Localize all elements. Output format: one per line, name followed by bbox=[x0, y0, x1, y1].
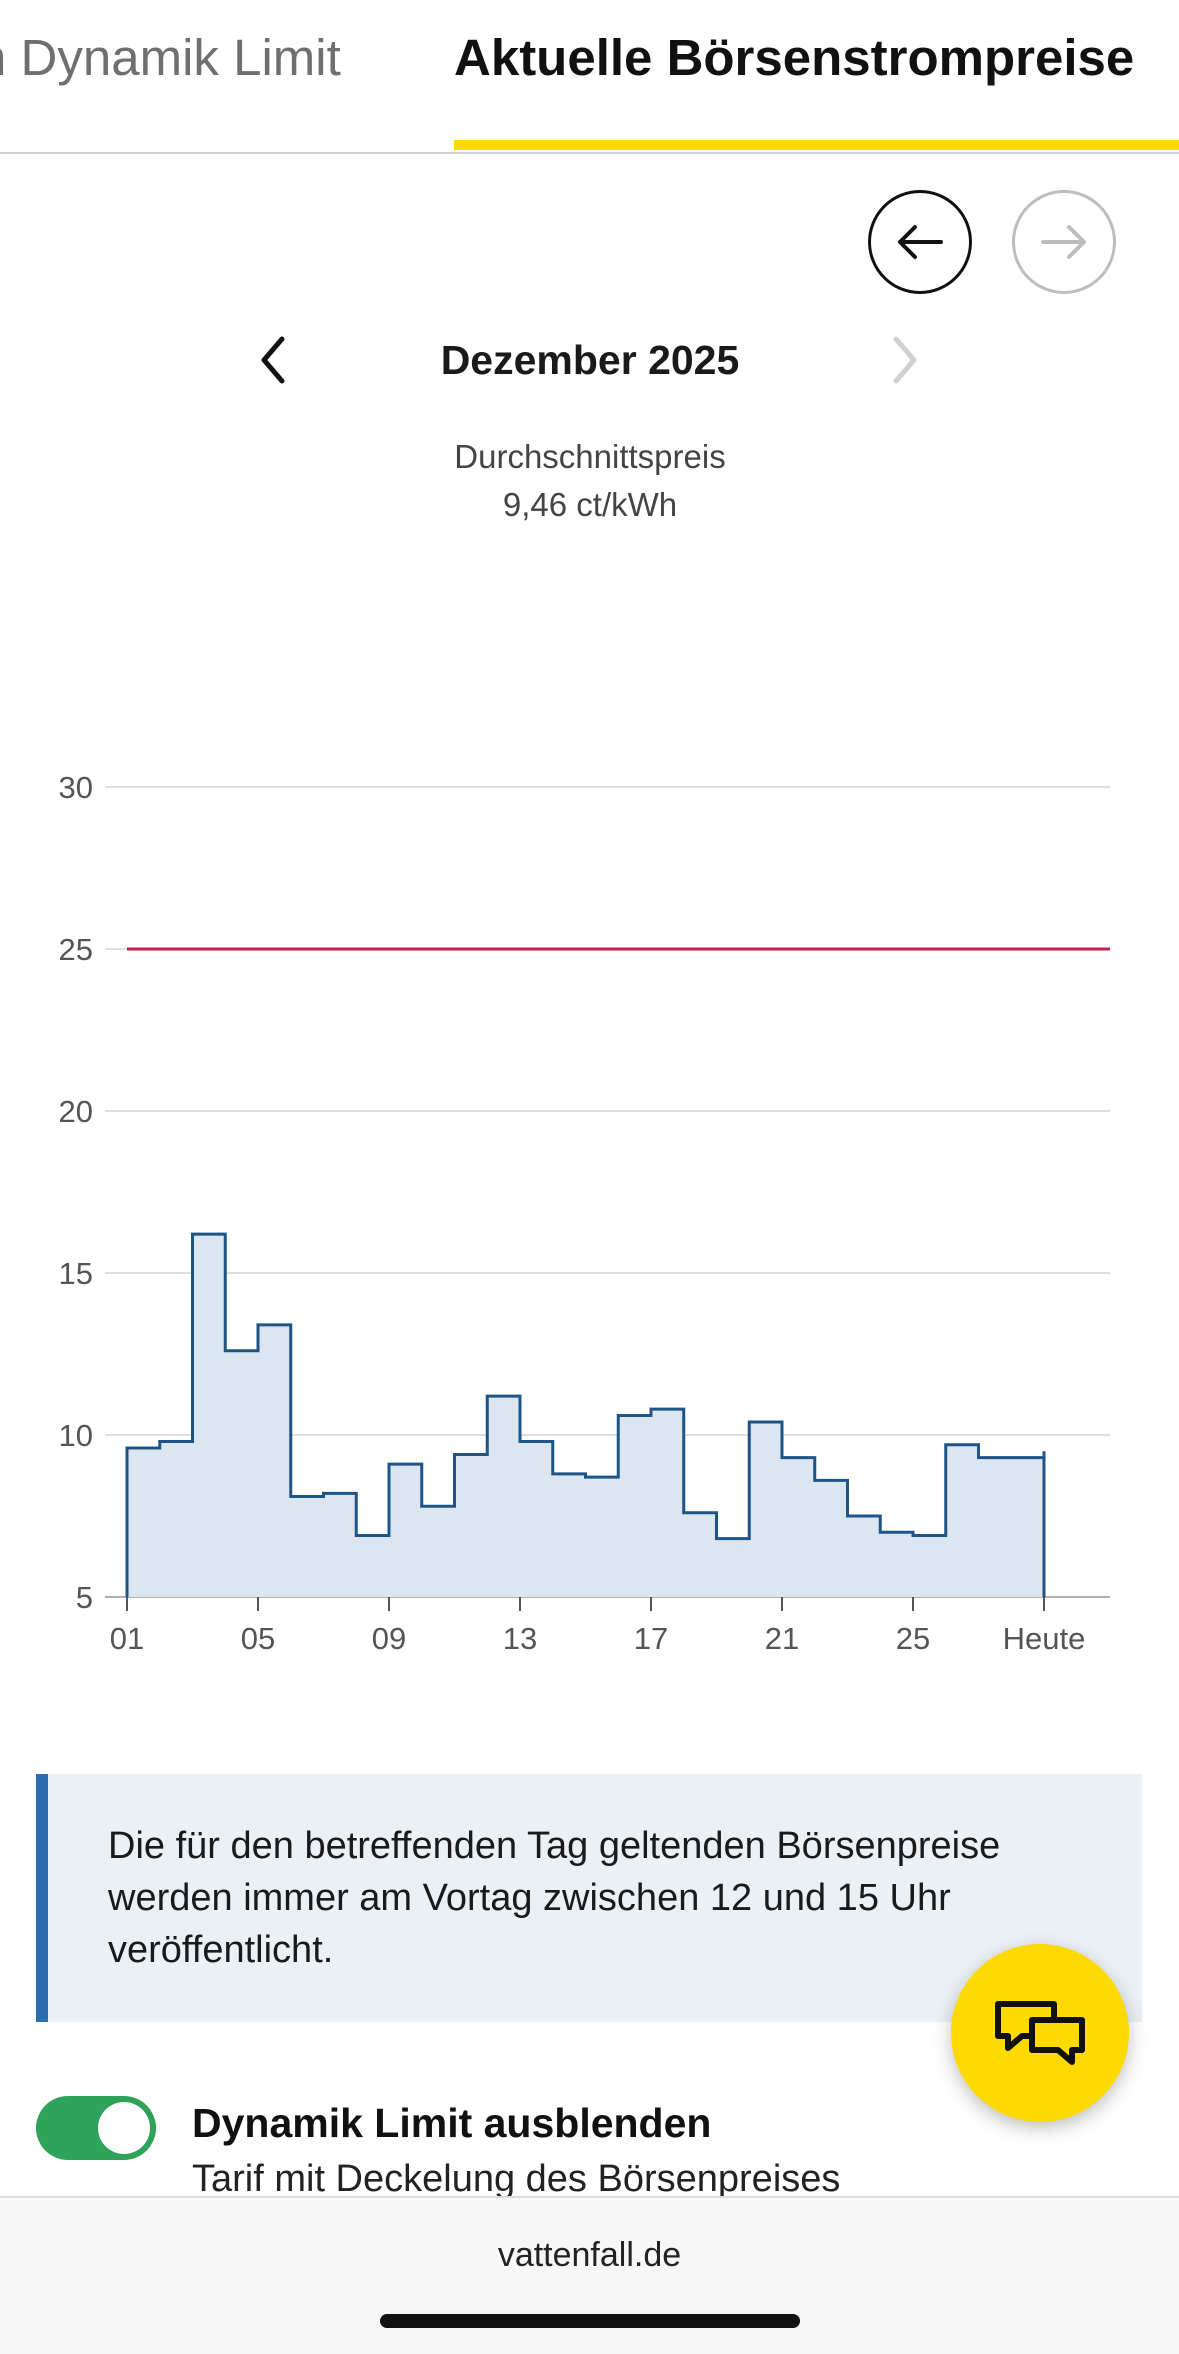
y-tick-label: 20 bbox=[59, 1094, 93, 1129]
tab-dynamik-limit[interactable]: n Dynamik Limit bbox=[0, 29, 341, 86]
x-tick-label: 09 bbox=[372, 1621, 406, 1656]
info-text: Die für den betreffenden Tag geltenden B… bbox=[108, 1825, 1001, 1971]
active-tab-indicator bbox=[454, 140, 1179, 150]
info-box: Die für den betreffenden Tag geltenden B… bbox=[36, 1774, 1142, 2022]
tab-bar: n Dynamik Limit Aktuelle Börsenstromprei… bbox=[0, 0, 1179, 154]
toggle-knob bbox=[98, 2102, 150, 2154]
previous-button[interactable] bbox=[868, 190, 972, 294]
average-price-value: 9,46 ct/kWh bbox=[502, 486, 678, 523]
y-tick-label: 10 bbox=[59, 1418, 93, 1453]
chevron-right-icon bbox=[893, 336, 917, 384]
chat-button[interactable] bbox=[951, 1944, 1129, 2122]
x-tick-label: Heute bbox=[1003, 1621, 1086, 1656]
next-button[interactable] bbox=[1012, 190, 1116, 294]
url-label[interactable]: vattenfall.de bbox=[497, 2236, 682, 2274]
y-tick-label: 25 bbox=[59, 932, 93, 967]
month-next-button[interactable] bbox=[880, 330, 930, 390]
y-tick-label: 15 bbox=[59, 1256, 93, 1291]
toggle-label: Dynamik Limit ausblenden bbox=[192, 2100, 712, 2146]
x-tick-label: 05 bbox=[241, 1621, 275, 1656]
average-price-label: Durchschnittspreis bbox=[454, 438, 726, 475]
price-area bbox=[127, 1234, 1044, 1597]
month-prev-button[interactable] bbox=[248, 330, 298, 390]
arrow-right-icon bbox=[1041, 225, 1086, 259]
chevron-left-icon bbox=[261, 336, 285, 384]
browser-bottom-bar: vattenfall.de bbox=[0, 2196, 1179, 2354]
x-tick-label: 13 bbox=[503, 1621, 537, 1656]
x-tick-label: 21 bbox=[765, 1621, 799, 1656]
x-tick-label: 17 bbox=[634, 1621, 668, 1656]
toggle-sublabel: Tarif mit Deckelung des Börsenpreises bbox=[192, 2158, 841, 2200]
y-tick-label: 5 bbox=[76, 1580, 93, 1615]
home-indicator bbox=[380, 2314, 800, 2328]
chat-bubbles-icon bbox=[995, 2001, 1085, 2065]
arrow-left-icon bbox=[898, 225, 943, 259]
dynamik-limit-toggle[interactable] bbox=[36, 2096, 156, 2160]
x-tick-label: 25 bbox=[896, 1621, 930, 1656]
x-tick-label: 01 bbox=[110, 1621, 144, 1656]
price-line bbox=[125, 1232, 1046, 1597]
tab-aktuelle-boersenstrompreise[interactable]: Aktuelle Börsenstrompreise bbox=[454, 29, 1135, 86]
y-tick-label: 30 bbox=[59, 770, 93, 805]
price-chart: 5 10 15 20 25 30 01 05 09 13 17 21 25 Heute bbox=[59, 770, 1110, 1656]
month-title: Dezember 2025 bbox=[440, 337, 740, 383]
